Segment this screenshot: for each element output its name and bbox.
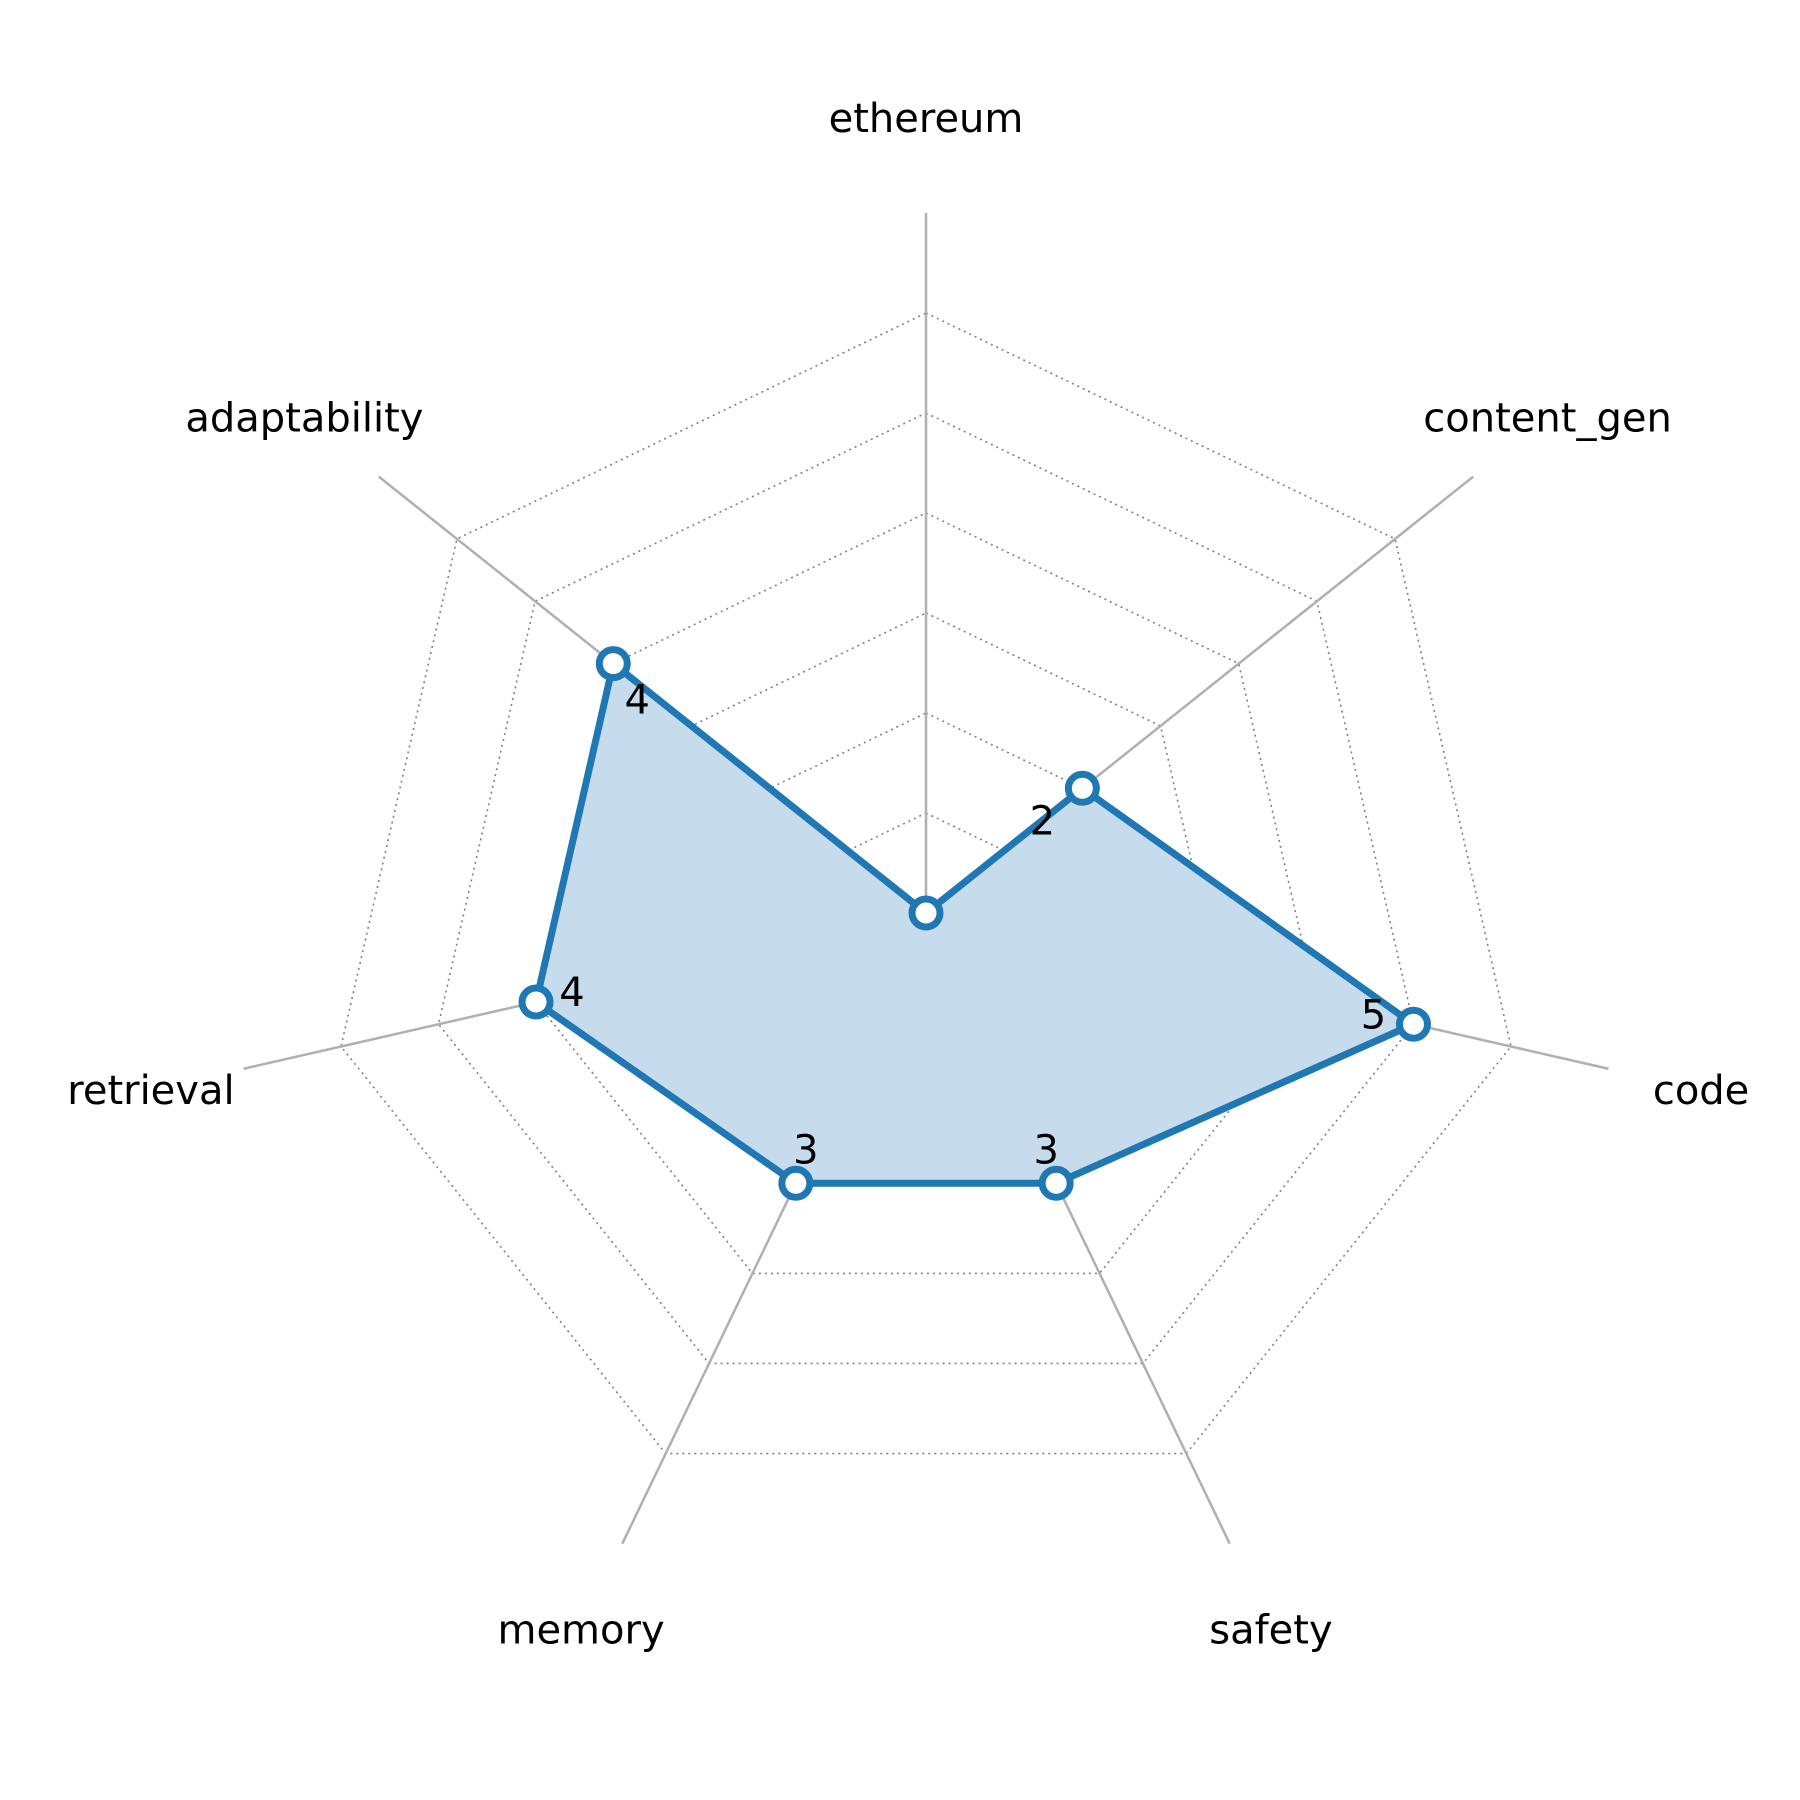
data-label-code: 5 <box>1361 992 1386 1038</box>
series-layer <box>518 646 1431 1201</box>
value-labels: 2 5 3 3 4 4 <box>559 678 1386 1174</box>
data-label-retrieval: 4 <box>559 970 584 1016</box>
axis-label-safety: safety <box>1209 1607 1332 1653</box>
grid-ring <box>340 312 1512 1455</box>
series-line <box>532 660 1417 1187</box>
data-label-memory: 3 <box>793 1127 818 1173</box>
axis-label-content_gen: content_gen <box>1423 395 1672 441</box>
grid-ring <box>437 412 1415 1365</box>
data-point-memory <box>778 1165 814 1201</box>
axis-label-code: code <box>1653 1068 1749 1114</box>
data-point-code <box>1395 1006 1431 1042</box>
axis-label-adaptability: adaptability <box>185 395 423 441</box>
data-point-safety <box>1038 1165 1074 1201</box>
data-point-ethereum <box>908 895 944 931</box>
data-point-content_gen <box>1064 770 1100 806</box>
data-point-retrieval <box>518 984 554 1020</box>
data-label-content_gen: 2 <box>1030 798 1055 844</box>
axis-label-ethereum: ethereum <box>829 96 1024 142</box>
axis-spokes <box>243 213 1609 1545</box>
data-point-adaptability <box>595 646 631 682</box>
series-fill <box>536 663 1414 1184</box>
data-label-safety: 3 <box>1033 1127 1058 1173</box>
axis-label-retrieval: retrieval <box>67 1068 234 1114</box>
data-label-adaptability: 4 <box>625 678 650 724</box>
axis-label-memory: memory <box>497 1607 664 1653</box>
